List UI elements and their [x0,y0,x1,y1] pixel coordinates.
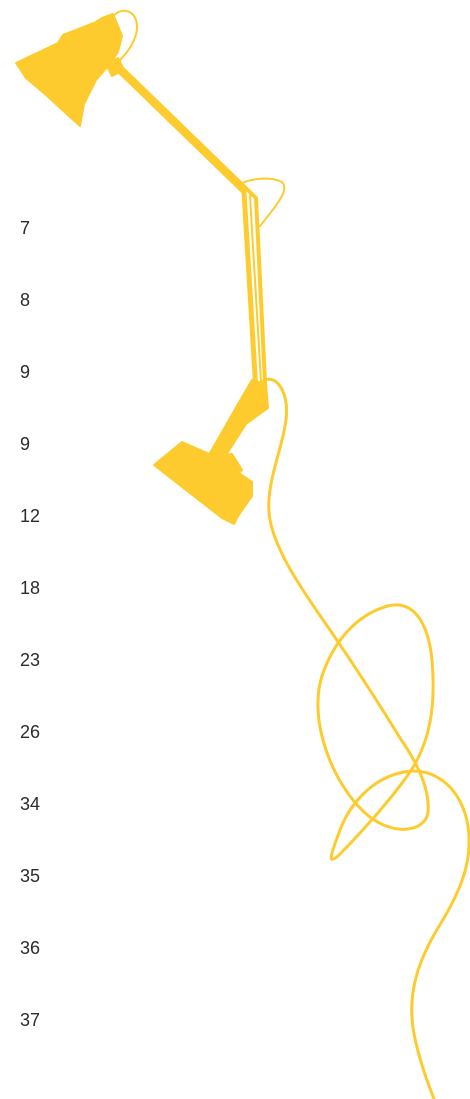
list-number: 9 [20,362,31,382]
list-number: 18 [20,578,41,598]
list-number: 12 [20,506,41,526]
list-number: 26 [20,722,41,742]
number-list: 7 8 9 9 12 18 23 26 34 35 36 37 [0,0,120,1099]
list-number: 36 [20,938,41,958]
list-number: 37 [20,1010,41,1030]
list-number: 34 [20,794,41,814]
list-number: 8 [20,290,31,310]
list-number: 9 [20,434,31,454]
list-number: 7 [20,218,31,238]
list-number: 23 [20,650,41,670]
list-number: 35 [20,866,41,886]
